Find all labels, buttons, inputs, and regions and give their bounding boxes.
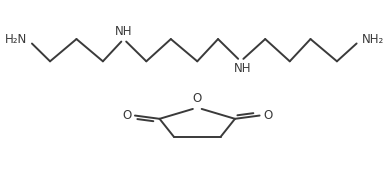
- Text: H₂N: H₂N: [5, 33, 27, 46]
- Text: O: O: [263, 109, 272, 122]
- Text: O: O: [193, 92, 202, 105]
- Text: NH: NH: [115, 25, 133, 38]
- Text: O: O: [122, 109, 131, 122]
- Text: NH: NH: [234, 62, 251, 75]
- Text: NH₂: NH₂: [362, 33, 384, 46]
